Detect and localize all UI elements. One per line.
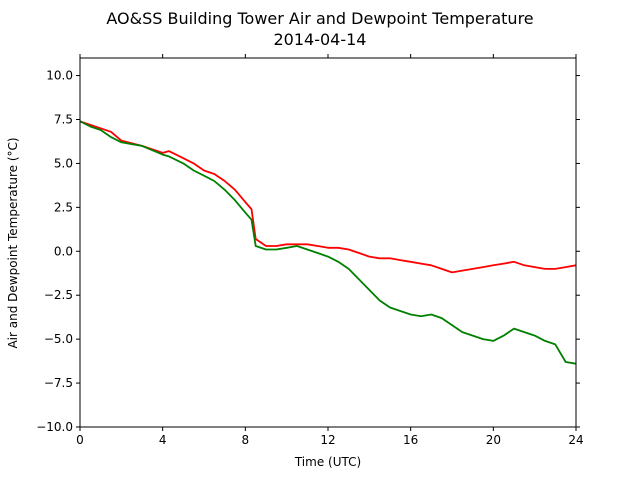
ticks-layer: 0 4 8 12 16 20 24 −10.0 −7.5 −5.0 −2.5 0.0 2.5 5.0 7.5… <box>36 54 584 447</box>
y-tick-label: −10.0 <box>36 420 73 434</box>
y-tick-label: 7.5 <box>54 113 73 127</box>
axes-layer <box>79 57 577 428</box>
x-tick-label: 24 <box>568 433 583 447</box>
x-tick-label: 0 <box>76 433 84 447</box>
x-tick-label: 8 <box>242 433 250 447</box>
chart-subtitle: 2014-04-14 <box>274 30 367 49</box>
y-tick-label: −7.5 <box>44 376 73 390</box>
y-tick-label: 0.0 <box>54 244 73 258</box>
x-tick-label: 4 <box>159 433 167 447</box>
x-tick-label: 12 <box>320 433 335 447</box>
y-tick-label: −2.5 <box>44 288 73 302</box>
series-line-2 <box>80 120 576 365</box>
x-tick-label: 20 <box>486 433 501 447</box>
x-axis-label: Time (UTC) <box>294 455 361 469</box>
y-tick-label: 2.5 <box>54 200 73 214</box>
series-line-1 <box>80 120 576 274</box>
series-layer <box>80 120 576 365</box>
y-tick-label: −5.0 <box>44 332 73 346</box>
x-tick-label: 16 <box>403 433 418 447</box>
y-tick-label: 5.0 <box>54 156 73 170</box>
plot-frame <box>79 57 577 428</box>
chart-title: AO&SS Building Tower Air and Dewpoint Te… <box>106 9 533 28</box>
y-tick-label: 10.0 <box>46 69 73 83</box>
y-axis-label: Air and Dewpoint Temperature (°C) <box>6 137 20 348</box>
